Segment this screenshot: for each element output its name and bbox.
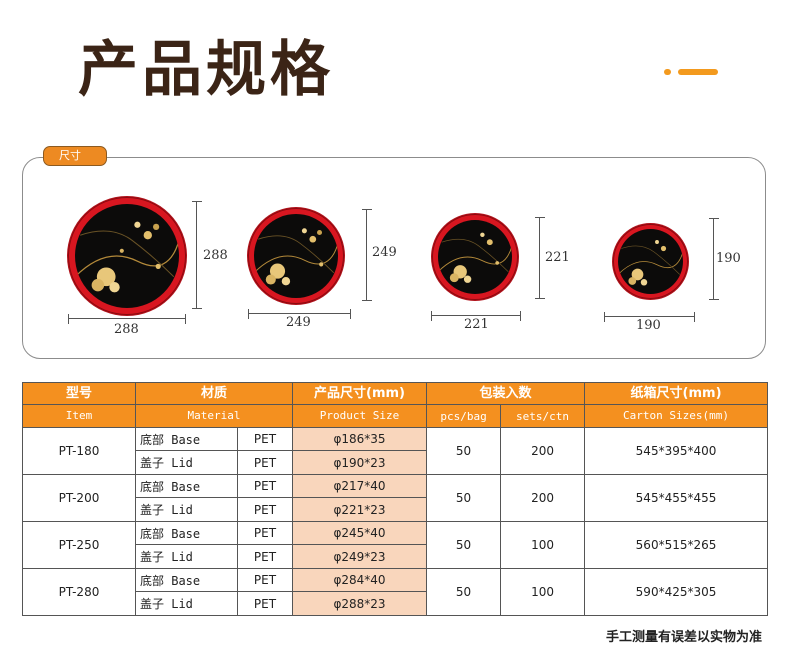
table-row: 盖子 Lid PET φ288*23 bbox=[23, 591, 768, 616]
header-material-en: Material bbox=[134, 404, 294, 428]
part-cell: 底部 Base bbox=[135, 520, 238, 546]
material-cell: PET bbox=[236, 473, 294, 499]
carton-cell: 545*395*400 bbox=[584, 426, 769, 475]
plate-249-image bbox=[248, 208, 344, 304]
plate-190-height-line bbox=[709, 218, 719, 300]
floral-pattern-graphic bbox=[75, 204, 179, 308]
sets-ctn-cell: 100 bbox=[500, 520, 586, 569]
pcs-bag-cell: 50 bbox=[426, 567, 502, 617]
material-cell: PET bbox=[236, 426, 294, 452]
plate-249-width-line bbox=[248, 309, 351, 319]
header-pcs-bag: pcs/bag bbox=[426, 404, 502, 428]
pcs-bag-cell: 50 bbox=[426, 520, 502, 569]
plate-190-width-line bbox=[604, 312, 695, 322]
plate-190-image bbox=[613, 224, 688, 299]
sets-ctn-cell: 200 bbox=[500, 473, 586, 522]
part-cell: 盖子 Lid bbox=[135, 497, 238, 522]
title-decoration-dot bbox=[664, 69, 671, 75]
model-cell: PT-280 bbox=[22, 567, 136, 617]
floral-pattern-graphic bbox=[618, 229, 683, 294]
plate-221-width-label: 221 bbox=[464, 317, 489, 332]
material-cell: PET bbox=[236, 544, 294, 569]
plate-249-height-label: 249 bbox=[372, 245, 397, 260]
plate-288-height-label: 288 bbox=[203, 248, 228, 263]
material-cell: PET bbox=[236, 567, 294, 593]
size-cell: φ217*40 bbox=[292, 473, 428, 499]
header-model-cn: 型号 bbox=[22, 381, 136, 406]
plate-288-height-line bbox=[192, 201, 202, 309]
model-cell: PT-180 bbox=[22, 426, 136, 475]
size-cell: φ288*23 bbox=[292, 591, 428, 616]
title-decoration-bar bbox=[678, 69, 718, 75]
plate-221-height-label: 221 bbox=[545, 250, 570, 265]
pcs-bag-cell: 50 bbox=[426, 473, 502, 522]
part-cell: 盖子 Lid bbox=[135, 591, 238, 616]
material-cell: PET bbox=[236, 497, 294, 522]
size-cell: φ221*23 bbox=[292, 497, 428, 522]
plate-288-image bbox=[68, 197, 186, 315]
pcs-bag-cell: 50 bbox=[426, 426, 502, 475]
part-cell: 底部 Base bbox=[135, 426, 238, 452]
part-cell: 盖子 Lid bbox=[135, 450, 238, 475]
plate-221-height-line bbox=[535, 217, 545, 299]
plate-221-width-line bbox=[431, 311, 521, 321]
header-pack-cn: 包装入数 bbox=[426, 381, 586, 406]
plate-249-height-line bbox=[362, 209, 372, 301]
material-cell: PET bbox=[236, 591, 294, 616]
plate-190-width-label: 190 bbox=[636, 318, 661, 333]
plate-221-image bbox=[432, 214, 518, 300]
carton-cell: 590*425*305 bbox=[584, 567, 769, 617]
header-model-en: Item bbox=[22, 404, 136, 428]
material-cell: PET bbox=[236, 520, 294, 546]
size-cell: φ245*40 bbox=[292, 520, 428, 546]
size-panel bbox=[22, 157, 766, 359]
sets-ctn-cell: 200 bbox=[500, 426, 586, 475]
plate-249-width-label: 249 bbox=[286, 315, 311, 330]
floral-pattern-graphic bbox=[254, 214, 338, 298]
model-cell: PT-200 bbox=[22, 473, 136, 522]
measurement-footnote: 手工测量有误差以实物为准 bbox=[605, 630, 762, 645]
table-header-row: 型号 材质 产品尺寸(mm) 包装入数 纸箱尺寸(mm) bbox=[22, 381, 769, 406]
part-cell: 底部 Base bbox=[135, 567, 238, 593]
carton-cell: 545*455*455 bbox=[584, 473, 769, 522]
size-cell: φ249*23 bbox=[292, 544, 428, 569]
header-sets-ctn: sets/ctn bbox=[500, 404, 586, 428]
page-title: 产品规格 bbox=[78, 35, 334, 105]
model-cell: PT-250 bbox=[22, 520, 136, 569]
table-row: PT-250 底部 Base PET φ245*40 50 100 560*51… bbox=[22, 520, 769, 569]
table-row: PT-280 底部 Base PET φ284*40 50 100 590*42… bbox=[22, 567, 769, 617]
material-cell: PET bbox=[236, 450, 294, 475]
header-size-en: Product Size bbox=[292, 404, 428, 428]
part-cell: 底部 Base bbox=[135, 473, 238, 499]
size-cell: φ186*35 bbox=[292, 426, 428, 452]
spec-table: 型号 材质 产品尺寸(mm) 包装入数 纸箱尺寸(mm) Item Materi… bbox=[22, 381, 769, 617]
header-carton-en: Carton Sizes(mm) bbox=[584, 404, 769, 428]
table-row: 盖子 Lid PET φ249*23 bbox=[23, 544, 768, 569]
floral-pattern-graphic bbox=[438, 220, 512, 294]
part-cell: 盖子 Lid bbox=[135, 544, 238, 569]
size-cell: φ190*23 bbox=[292, 450, 428, 475]
table-row: PT-180 底部 Base PET φ186*35 50 200 545*39… bbox=[22, 426, 769, 475]
plate-288-width-label: 288 bbox=[114, 322, 139, 337]
plate-190-height-label: 190 bbox=[716, 251, 741, 266]
carton-cell: 560*515*265 bbox=[584, 520, 769, 569]
table-row: 盖子 Lid PET φ190*23 bbox=[23, 450, 768, 475]
header-carton-cn: 纸箱尺寸(mm) bbox=[584, 381, 769, 406]
size-cell: φ284*40 bbox=[292, 567, 428, 593]
header-material-cn: 材质 bbox=[134, 381, 294, 406]
plate-288-width-line bbox=[68, 314, 186, 324]
size-tab-label: 尺寸 bbox=[43, 146, 107, 166]
header-size-cn: 产品尺寸(mm) bbox=[292, 381, 428, 406]
sets-ctn-cell: 100 bbox=[500, 567, 586, 617]
table-row: PT-200 底部 Base PET φ217*40 50 200 545*45… bbox=[22, 473, 769, 522]
table-subheader-row: Item Material Product Size pcs/bag sets/… bbox=[22, 404, 769, 428]
table-row: 盖子 Lid PET φ221*23 bbox=[23, 497, 768, 522]
